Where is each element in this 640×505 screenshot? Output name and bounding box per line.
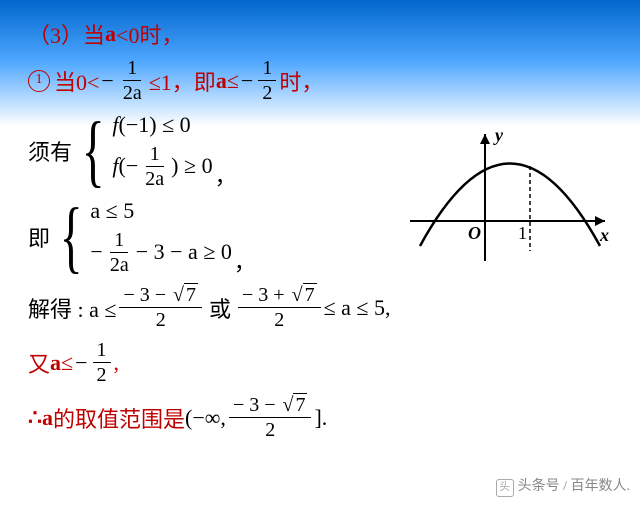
var-a: a [105, 21, 116, 47]
line-1: （3） 当 a <0时， [28, 18, 612, 50]
sym: ∴ [28, 405, 42, 431]
frac-2: 12 [258, 56, 276, 105]
t1: 须有 [28, 135, 72, 167]
frac-2: − 3 + 72 [238, 283, 321, 332]
t3: , [114, 350, 120, 376]
line-6: 又 a ≤ − 12 , [28, 338, 612, 387]
circle-1: 1 [28, 70, 50, 92]
x-label: x [599, 225, 609, 245]
neg: − [75, 350, 87, 376]
t1: 当0< [54, 65, 99, 97]
brace-icon: { [82, 111, 105, 191]
frac: 12 [93, 338, 111, 387]
var-a: a [50, 350, 61, 376]
line-2: 1 当0< − 12a ≤1，即 a ≤ − 12 时， [28, 56, 612, 105]
le: ≤1，即 [149, 65, 216, 97]
line-7: ∴ a 的取值范围是 (−∞, − 3 − 72 ]. [28, 393, 612, 442]
footer-text: 头条号 / 百年数人. [518, 479, 630, 494]
frac-1: − 3 − 72 [119, 283, 202, 332]
frac-1: 12a [119, 56, 146, 105]
text: 当 [83, 18, 105, 50]
t1: 又 [28, 347, 50, 379]
t1: 解得 : a ≤ [28, 292, 116, 324]
neg: − [101, 68, 113, 94]
footer: 头头条号 / 百年数人. [496, 475, 630, 497]
comma: ， [215, 159, 237, 191]
t1: 的取值范围是 [53, 402, 185, 434]
frac: − 3 − 72 [229, 393, 312, 442]
comma: ， [234, 245, 256, 277]
t3: ]. [314, 405, 327, 431]
brace-1: { f(−1) ≤ 0 f(−12a) ≥ 0 [74, 111, 213, 191]
t2: ≤ [61, 350, 73, 376]
origin-label: O [468, 223, 481, 243]
prefix: （3） [28, 18, 83, 50]
var-a: a [42, 405, 53, 431]
footer-icon: 头 [496, 479, 514, 497]
brace-2: { a ≤ 5 −12a− 3 − a ≥ 0 [52, 197, 232, 277]
parabola-graph: y x O 1 [405, 126, 610, 266]
cond: <0时， [116, 18, 183, 50]
t1: 即 [28, 221, 50, 253]
var-a: a [216, 68, 227, 94]
t2: (−∞, [185, 405, 226, 431]
t2: 时， [279, 65, 323, 97]
line-5: 解得 : a ≤ − 3 − 72 或 − 3 + 72 ≤ a ≤ 5, [28, 283, 612, 332]
y-label: y [493, 126, 504, 145]
neg: − [241, 68, 253, 94]
or: 或 [209, 292, 231, 324]
one-label: 1 [518, 223, 527, 243]
brace-icon: { [60, 197, 83, 277]
le2: ≤ [227, 68, 239, 94]
t2: ≤ a ≤ 5, [324, 295, 391, 321]
